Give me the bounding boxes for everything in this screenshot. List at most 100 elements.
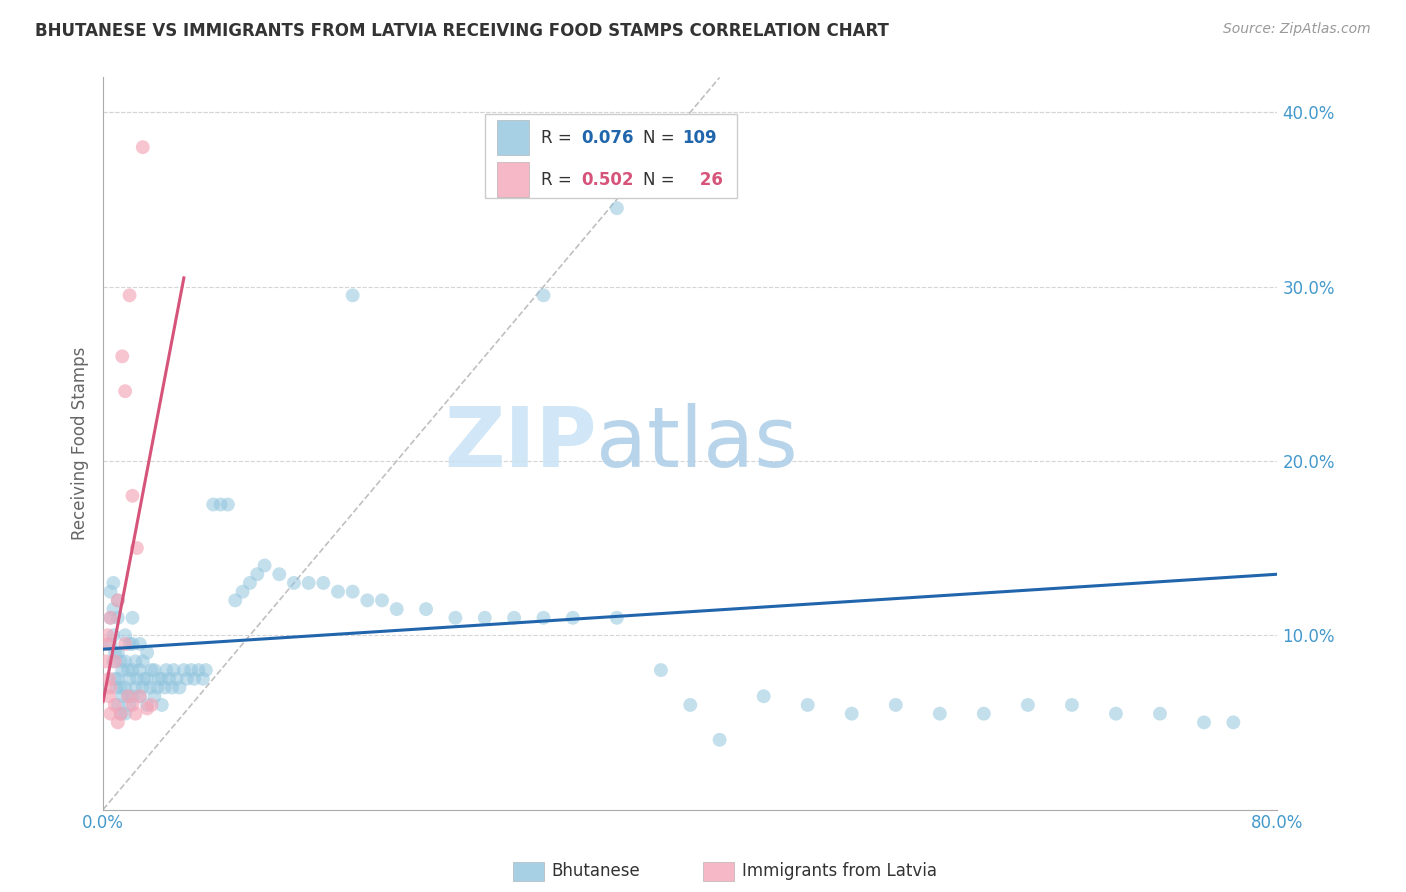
Point — [128, 637, 150, 651]
Point — [105, 681, 128, 695]
Point — [973, 706, 995, 721]
Point — [503, 611, 526, 625]
Point — [94, 654, 117, 668]
Point — [136, 646, 159, 660]
Point — [385, 602, 408, 616]
Point — [191, 672, 214, 686]
Point — [100, 611, 122, 625]
Point — [884, 698, 907, 712]
Point — [180, 663, 202, 677]
Point — [157, 672, 180, 686]
Point — [474, 611, 496, 625]
Point — [239, 576, 262, 591]
Point — [232, 584, 254, 599]
Point — [606, 611, 628, 625]
Point — [561, 611, 583, 625]
Point — [111, 690, 134, 704]
Point — [107, 672, 129, 686]
Point — [128, 690, 150, 704]
Point — [246, 567, 269, 582]
Point — [533, 288, 555, 302]
Point — [679, 698, 702, 712]
Point — [326, 584, 349, 599]
Text: Source: ZipAtlas.com: Source: ZipAtlas.com — [1223, 22, 1371, 37]
Point — [143, 663, 166, 677]
Point — [150, 672, 173, 686]
Point — [752, 690, 775, 704]
Point — [103, 654, 125, 668]
Point — [104, 654, 127, 668]
Point — [709, 732, 731, 747]
Point — [1017, 698, 1039, 712]
Text: BHUTANESE VS IMMIGRANTS FROM LATVIA RECEIVING FOOD STAMPS CORRELATION CHART: BHUTANESE VS IMMIGRANTS FROM LATVIA RECE… — [35, 22, 889, 40]
Point — [444, 611, 467, 625]
FancyBboxPatch shape — [485, 114, 737, 198]
Point — [141, 698, 163, 712]
Point — [100, 584, 122, 599]
Text: R =: R = — [541, 128, 576, 146]
Text: R =: R = — [541, 170, 576, 189]
Point — [118, 698, 141, 712]
Point — [110, 681, 132, 695]
Point — [110, 654, 132, 668]
Text: N =: N = — [644, 170, 681, 189]
Point — [114, 384, 136, 399]
Point — [141, 663, 163, 677]
Point — [121, 489, 143, 503]
Point — [121, 611, 143, 625]
Point — [132, 681, 155, 695]
Point — [176, 672, 198, 686]
Text: 109: 109 — [682, 128, 717, 146]
Point — [150, 698, 173, 712]
Text: atlas: atlas — [596, 403, 799, 484]
Point — [121, 663, 143, 677]
Point — [136, 701, 159, 715]
Point — [160, 681, 183, 695]
Point — [1192, 715, 1215, 730]
Point — [114, 706, 136, 721]
FancyBboxPatch shape — [496, 162, 530, 197]
Point — [107, 593, 129, 607]
Point — [928, 706, 950, 721]
Point — [253, 558, 276, 573]
Point — [1060, 698, 1083, 712]
Point — [110, 706, 132, 721]
Point — [217, 498, 239, 512]
Point — [96, 628, 118, 642]
Point — [117, 690, 139, 704]
Point — [1222, 715, 1244, 730]
Point — [371, 593, 394, 607]
Point — [312, 576, 335, 591]
Point — [132, 654, 155, 668]
Point — [169, 681, 191, 695]
Point — [124, 681, 146, 695]
Point — [121, 698, 143, 712]
Point — [283, 576, 305, 591]
Point — [128, 663, 150, 677]
Y-axis label: Receiving Food Stamps: Receiving Food Stamps — [72, 347, 89, 541]
Text: Immigrants from Latvia: Immigrants from Latvia — [742, 863, 938, 880]
Point — [298, 576, 321, 591]
Point — [111, 349, 134, 363]
Point — [194, 663, 217, 677]
Point — [143, 690, 166, 704]
Point — [118, 637, 141, 651]
Point — [107, 611, 129, 625]
Point — [136, 672, 159, 686]
Point — [100, 706, 122, 721]
Point — [269, 567, 291, 582]
Point — [125, 541, 148, 555]
Point — [118, 672, 141, 686]
Point — [136, 698, 159, 712]
Point — [356, 593, 378, 607]
Point — [124, 654, 146, 668]
Point — [107, 593, 129, 607]
Point — [117, 690, 139, 704]
Point — [132, 140, 155, 154]
Text: 26: 26 — [693, 170, 723, 189]
Point — [148, 672, 170, 686]
Point — [153, 681, 176, 695]
Point — [114, 654, 136, 668]
Point — [162, 663, 184, 677]
Point — [98, 690, 121, 704]
